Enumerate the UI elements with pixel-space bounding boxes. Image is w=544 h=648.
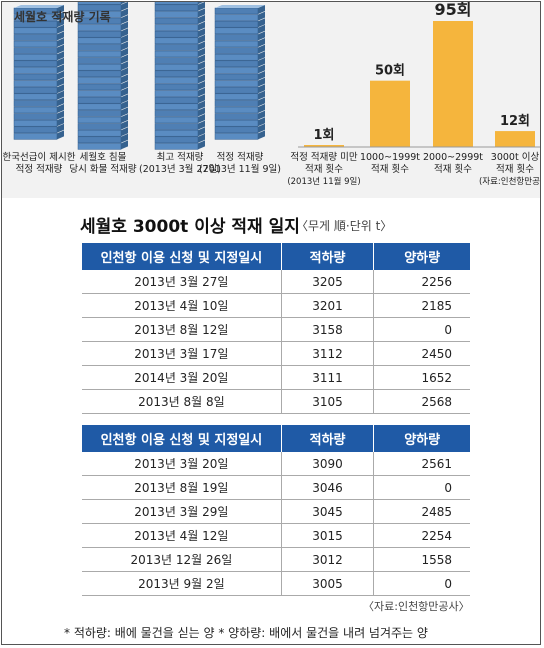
header-date: 인천항 이용 신청 및 지정일시 — [82, 243, 282, 270]
count-bar — [370, 80, 410, 147]
loaded-cell: 3201 — [280, 293, 375, 318]
value-label: 50회 — [375, 63, 405, 79]
table-row: 2013년 3월 17일 3112 2450 — [82, 341, 470, 366]
date-cell: 2013년 3월 20일 — [82, 452, 282, 476]
container-stack-bar — [154, 0, 205, 150]
category-label: (2013년 3월 27일) — [139, 163, 221, 175]
category-label: 3000t 이상 — [491, 152, 540, 163]
unloaded-cell: 2185 — [373, 293, 470, 318]
table-unit: 〈무게 順·단위 t〉 — [296, 219, 393, 233]
table-row: 2013년 3월 27일 3205 2256 — [82, 270, 470, 294]
date-cell: 2014년 3월 20일 — [82, 365, 282, 390]
category-label: 적재 횟수 — [305, 163, 343, 175]
date-cell: 2013년 9월 2일 — [82, 571, 282, 596]
value-label: 12회 — [500, 113, 530, 129]
header-unloaded: 양하량 — [373, 243, 470, 270]
category-label: 한국선급이 제시한 — [3, 152, 76, 163]
unloaded-cell: 0 — [373, 317, 470, 342]
unloaded-cell: 2256 — [373, 270, 470, 294]
category-label: 적정 적재량 미만 — [290, 151, 357, 163]
unloaded-cell: 2485 — [373, 499, 470, 524]
loaded-cell: 3012 — [280, 547, 375, 572]
value-label: 1회 — [313, 127, 334, 143]
source-note: 〈자료:인천항만공사〉 — [363, 600, 470, 613]
category-label: 적정 적재량 — [16, 163, 63, 175]
container-stack-bar — [214, 5, 265, 140]
unloaded-cell: 0 — [373, 571, 470, 596]
value-label: 95회 — [435, 2, 472, 19]
container-stack-bar — [77, 0, 128, 150]
table-row: 2013년 3월 20일 3090 2561 — [82, 452, 470, 476]
unloaded-cell: 1558 — [373, 547, 470, 572]
table-header-row: 인천항 이용 신청 및 지정일시 적하량 양하량 — [82, 243, 470, 270]
date-cell: 2013년 8월 12일 — [82, 317, 282, 342]
date-cell: 2013년 3월 17일 — [82, 341, 282, 366]
unloaded-cell: 2561 — [373, 452, 470, 476]
unloaded-cell: 2568 — [373, 389, 470, 414]
table-title: 세월호 3000t 이상 적재 일지 — [80, 217, 300, 237]
category-label: 당시 화물 적재량 — [69, 163, 136, 175]
table-row: 2013년 8월 19일 3046 0 — [82, 475, 470, 500]
loaded-cell: 3158 — [280, 317, 375, 342]
loaded-cell: 3205 — [280, 270, 375, 294]
unloaded-cell: 2450 — [373, 341, 470, 366]
table-row: 2013년 4월 12일 3015 2254 — [82, 523, 470, 548]
date-cell: 2013년 8월 19일 — [82, 475, 282, 500]
count-bar — [433, 21, 473, 147]
table-row: 2013년 9월 2일 3005 0 — [82, 571, 470, 596]
header-date: 인천항 이용 신청 및 지정일시 — [82, 425, 282, 452]
loaded-cell: 3015 — [280, 523, 375, 548]
unloaded-cell: 0 — [373, 475, 470, 500]
loaded-cell: 3090 — [280, 452, 375, 476]
unloaded-cell: 1652 — [373, 365, 470, 390]
date-cell: 2013년 4월 12일 — [82, 523, 282, 548]
table-row: 2013년 3월 29일 3045 2485 — [82, 499, 470, 524]
loaded-cell: 3046 — [280, 475, 375, 500]
count-bar — [495, 131, 535, 147]
category-label: 세월호 침몰 — [80, 151, 127, 163]
loaded-cell: 3105 — [280, 389, 375, 414]
loaded-cell: 3112 — [280, 341, 375, 366]
load-table-2: 인천항 이용 신청 및 지정일시 적하량 양하량 2013년 3월 20일 309… — [82, 425, 470, 596]
table-row: 2013년 8월 8일 3105 2568 — [82, 389, 470, 414]
container-stack-bar — [13, 5, 64, 140]
loaded-cell: 3111 — [280, 365, 375, 390]
category-label: 적재 횟수 — [434, 163, 472, 175]
category-label: 적재 횟수 — [496, 163, 534, 175]
count-bar — [304, 145, 344, 147]
header-loaded: 적하량 — [281, 243, 375, 270]
header-loaded: 적하량 — [281, 425, 375, 452]
date-cell: 2013년 4월 10일 — [82, 293, 282, 318]
category-label: 1000~1999t — [360, 152, 420, 163]
category-label: 최고 적재량 — [157, 151, 204, 163]
category-label: (2013년 11월 9일) — [287, 176, 360, 187]
load-table-1: 인천항 이용 신청 및 지정일시 적하량 양하량 2013년 3월 27일 320… — [82, 243, 470, 414]
loaded-cell: 3005 — [280, 571, 375, 596]
unloaded-cell: 2254 — [373, 523, 470, 548]
category-label: 적재 횟수 — [371, 163, 409, 175]
category-label: (자료:인천항만공사) — [479, 176, 540, 187]
date-cell: 2013년 8월 8일 — [82, 389, 282, 414]
category-label: 적정 적재량 — [217, 151, 264, 163]
header-unloaded: 양하량 — [373, 425, 470, 452]
chart-title: 세월호 적재량 기록 — [14, 10, 111, 24]
table-row: 2013년 12월 26일 3012 1558 — [82, 547, 470, 572]
date-cell: 2013년 3월 27일 — [82, 270, 282, 294]
date-cell: 2013년 12월 26일 — [82, 547, 282, 572]
date-cell: 2013년 3월 29일 — [82, 499, 282, 524]
table-row: 2013년 8월 12일 3158 0 — [82, 317, 470, 342]
category-label: 2000~2999t — [423, 152, 483, 163]
table-header-row: 인천항 이용 신청 및 지정일시 적하량 양하량 — [82, 425, 470, 452]
table-row: 2014년 3월 20일 3111 1652 — [82, 365, 470, 390]
table-row: 2013년 4월 10일 3201 2185 — [82, 293, 470, 318]
footnote: * 적하량: 배에 물건을 싣는 양 * 양하량: 배에서 물건을 내려 넘겨주… — [64, 626, 428, 640]
loaded-cell: 3045 — [280, 499, 375, 524]
category-label: (2013년 11월 9일) — [199, 163, 281, 175]
